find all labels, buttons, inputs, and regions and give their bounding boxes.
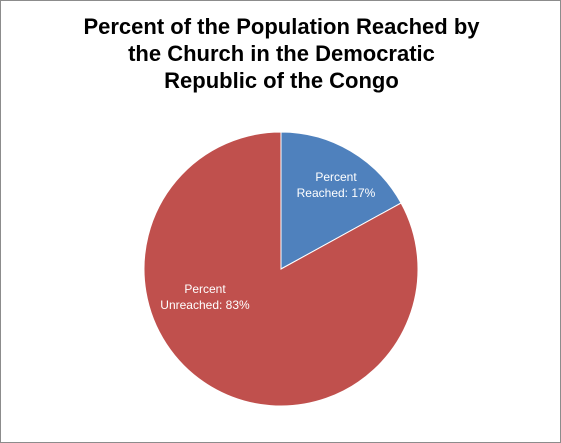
chart-title-line-1: Percent of the Population Reached by [83, 14, 480, 39]
slice-label-0: Percent Reached: 17% [297, 170, 376, 200]
slice-label-1: Percent Unreached: 83% [160, 282, 250, 312]
pie-slice-0 [280, 131, 402, 270]
slice-label-0-line-1: Reached: 17% [297, 186, 376, 200]
slice-label-0-line-0: Percent [315, 170, 357, 184]
chart-title-line-2: the Church in the Democratic [128, 41, 435, 66]
pie-slice-1 [143, 131, 419, 407]
slice-label-1-line-1: Unreached: 83% [160, 298, 250, 312]
chart-title: Percent of the Population Reached by the… [21, 13, 542, 94]
chart-title-line-3: Republic of the Congo [164, 68, 399, 93]
slice-label-1-line-0: Percent [184, 282, 226, 296]
